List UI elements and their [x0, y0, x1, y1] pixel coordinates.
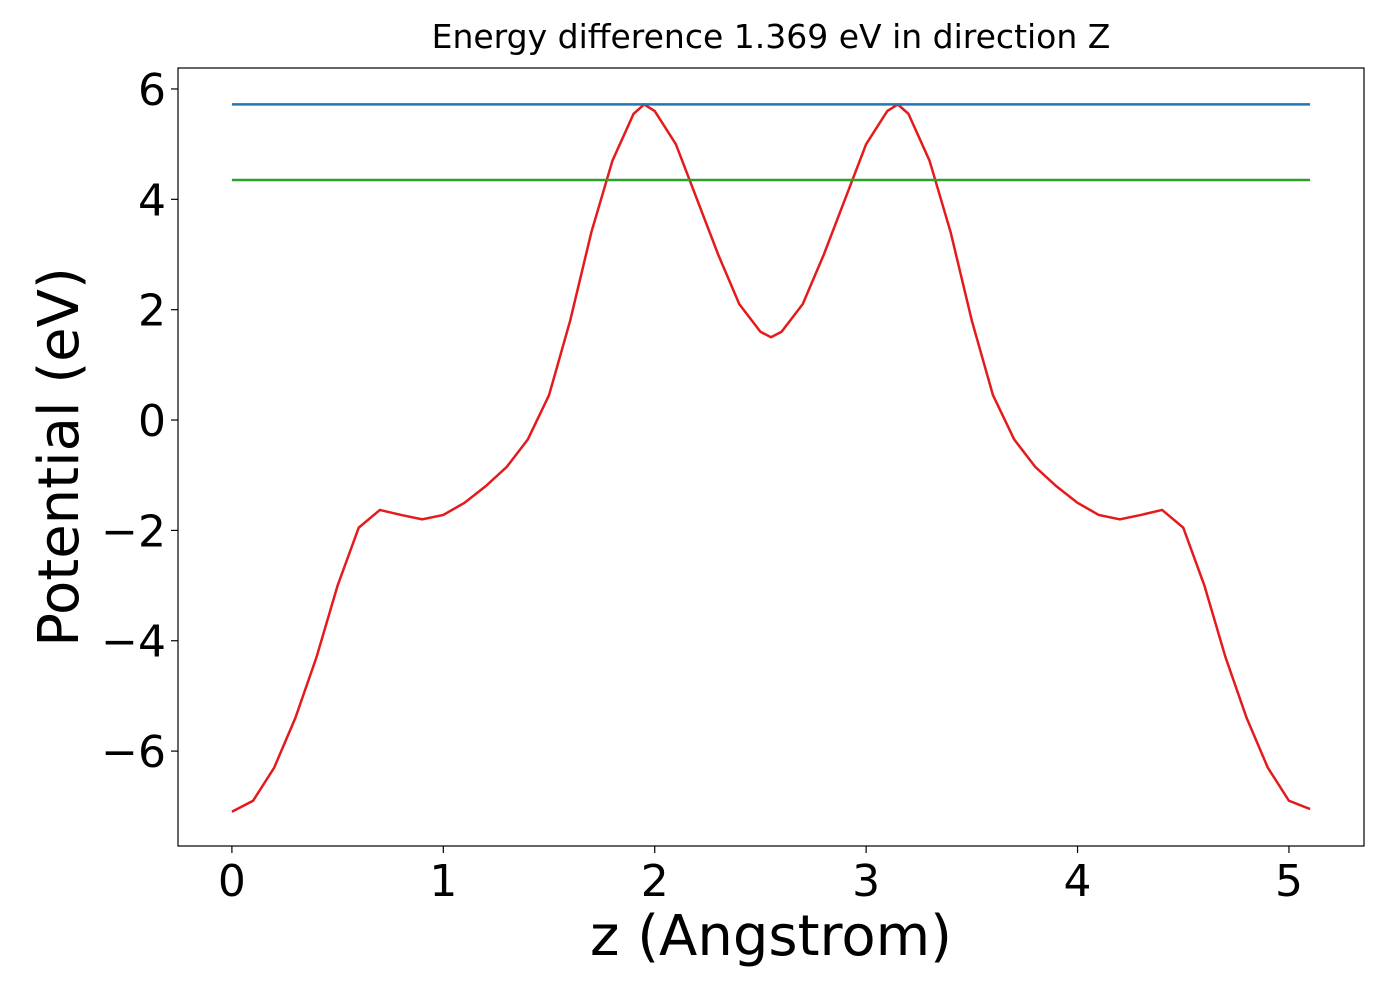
x-tick-label: 0	[218, 856, 246, 907]
y-tick-label: −6	[101, 727, 166, 778]
line-series	[231, 102, 1311, 813]
x-tick-label: 4	[1064, 856, 1092, 907]
y-tick-label: 2	[138, 286, 166, 337]
x-tick-label: 5	[1275, 856, 1303, 907]
y-tick-label: −4	[101, 617, 166, 668]
y-tick-label: 0	[138, 396, 166, 447]
x-axis-label: z (Angstrom)	[590, 904, 952, 969]
y-tick-label: 6	[138, 65, 166, 116]
x-tick-label: 3	[852, 856, 880, 907]
y-tick-label: −2	[101, 506, 166, 557]
plot-frame	[177, 67, 1365, 847]
x-tick-label: 1	[429, 856, 457, 907]
chart-title: Energy difference 1.369 eV in direction …	[432, 17, 1111, 56]
y-axis-label: Potential (eV)	[27, 267, 92, 647]
y-tick-label: 4	[138, 175, 166, 226]
x-tick-label: 2	[641, 856, 669, 907]
